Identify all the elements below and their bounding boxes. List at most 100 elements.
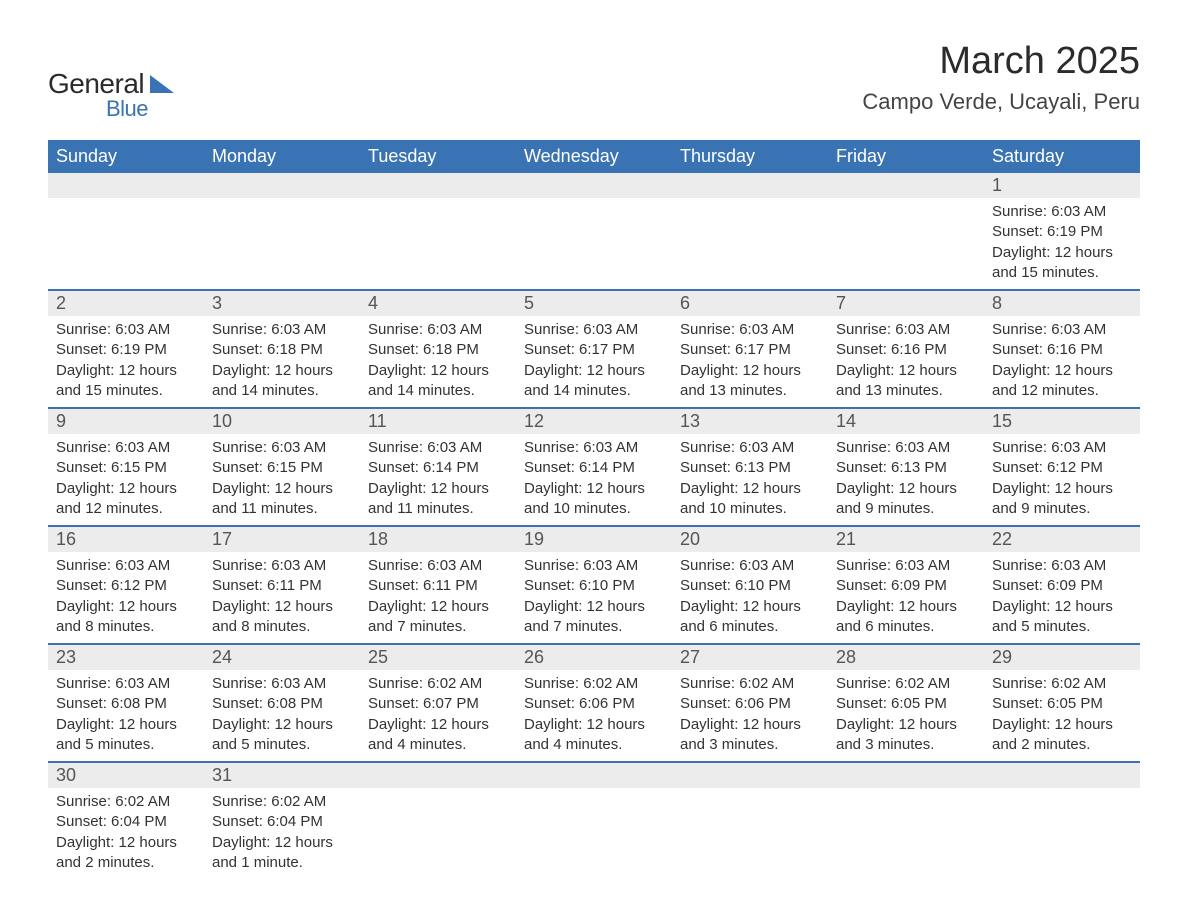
calendar-day-cell: 24Sunrise: 6:03 AMSunset: 6:08 PMDayligh… [204,644,360,762]
sunset-line: Sunset: 6:15 PM [212,458,352,478]
weekday-header: Friday [828,140,984,173]
sunrise-line: Sunrise: 6:03 AM [836,438,976,458]
sunrise-line: Sunrise: 6:03 AM [992,202,1132,222]
calendar-day-cell [48,173,204,290]
sunrise-line: Sunrise: 6:03 AM [368,438,508,458]
day-content: Sunrise: 6:03 AMSunset: 6:12 PMDaylight:… [48,552,204,643]
day-number: 6 [672,291,828,316]
weekday-header: Wednesday [516,140,672,173]
daylight-line: Daylight: 12 hours and 5 minutes. [56,715,196,756]
sunrise-line: Sunrise: 6:03 AM [680,556,820,576]
day-number: 18 [360,527,516,552]
day-number-empty [360,763,516,788]
day-content: Sunrise: 6:03 AMSunset: 6:17 PMDaylight:… [516,316,672,407]
day-content: Sunrise: 6:03 AMSunset: 6:11 PMDaylight:… [360,552,516,643]
day-number-empty [672,763,828,788]
sunset-line: Sunset: 6:09 PM [836,576,976,596]
calendar-day-cell: 16Sunrise: 6:03 AMSunset: 6:12 PMDayligh… [48,526,204,644]
daylight-line: Daylight: 12 hours and 2 minutes. [56,833,196,874]
sunset-line: Sunset: 6:14 PM [368,458,508,478]
calendar-day-cell: 27Sunrise: 6:02 AMSunset: 6:06 PMDayligh… [672,644,828,762]
day-number: 8 [984,291,1140,316]
calendar-day-cell: 4Sunrise: 6:03 AMSunset: 6:18 PMDaylight… [360,290,516,408]
day-number: 31 [204,763,360,788]
calendar-day-cell [204,173,360,290]
sunrise-line: Sunrise: 6:02 AM [524,674,664,694]
daylight-line: Daylight: 12 hours and 9 minutes. [836,479,976,520]
daylight-line: Daylight: 12 hours and 11 minutes. [368,479,508,520]
sunrise-line: Sunrise: 6:03 AM [524,320,664,340]
sunset-line: Sunset: 6:06 PM [524,694,664,714]
calendar-day-cell: 22Sunrise: 6:03 AMSunset: 6:09 PMDayligh… [984,526,1140,644]
calendar-day-cell: 18Sunrise: 6:03 AMSunset: 6:11 PMDayligh… [360,526,516,644]
day-content: Sunrise: 6:03 AMSunset: 6:15 PMDaylight:… [204,434,360,525]
daylight-line: Daylight: 12 hours and 6 minutes. [836,597,976,638]
day-number: 4 [360,291,516,316]
sunset-line: Sunset: 6:12 PM [992,458,1132,478]
sunset-line: Sunset: 6:11 PM [368,576,508,596]
day-content: Sunrise: 6:02 AMSunset: 6:07 PMDaylight:… [360,670,516,761]
day-content-empty [672,788,828,818]
day-content-empty [204,198,360,228]
calendar-day-cell [672,762,828,879]
day-number: 7 [828,291,984,316]
daylight-line: Daylight: 12 hours and 8 minutes. [56,597,196,638]
day-content: Sunrise: 6:03 AMSunset: 6:13 PMDaylight:… [828,434,984,525]
sunrise-line: Sunrise: 6:03 AM [212,674,352,694]
calendar-day-cell: 5Sunrise: 6:03 AMSunset: 6:17 PMDaylight… [516,290,672,408]
day-number: 30 [48,763,204,788]
calendar-day-cell: 21Sunrise: 6:03 AMSunset: 6:09 PMDayligh… [828,526,984,644]
daylight-line: Daylight: 12 hours and 12 minutes. [56,479,196,520]
sunrise-line: Sunrise: 6:02 AM [992,674,1132,694]
sunset-line: Sunset: 6:17 PM [524,340,664,360]
calendar-day-cell: 7Sunrise: 6:03 AMSunset: 6:16 PMDaylight… [828,290,984,408]
daylight-line: Daylight: 12 hours and 8 minutes. [212,597,352,638]
day-content: Sunrise: 6:03 AMSunset: 6:14 PMDaylight:… [360,434,516,525]
day-number-empty [516,173,672,198]
day-content: Sunrise: 6:03 AMSunset: 6:17 PMDaylight:… [672,316,828,407]
day-content: Sunrise: 6:03 AMSunset: 6:11 PMDaylight:… [204,552,360,643]
day-number: 23 [48,645,204,670]
sunset-line: Sunset: 6:08 PM [212,694,352,714]
sunrise-line: Sunrise: 6:03 AM [680,320,820,340]
sunrise-line: Sunrise: 6:02 AM [836,674,976,694]
day-content-empty [516,198,672,228]
day-number: 3 [204,291,360,316]
sunrise-line: Sunrise: 6:03 AM [524,438,664,458]
sunrise-line: Sunrise: 6:03 AM [212,556,352,576]
day-content-empty [984,788,1140,818]
day-content: Sunrise: 6:02 AMSunset: 6:06 PMDaylight:… [672,670,828,761]
sunset-line: Sunset: 6:18 PM [368,340,508,360]
sunset-line: Sunset: 6:12 PM [56,576,196,596]
calendar-day-cell: 8Sunrise: 6:03 AMSunset: 6:16 PMDaylight… [984,290,1140,408]
day-content-empty [828,788,984,818]
calendar-day-cell: 28Sunrise: 6:02 AMSunset: 6:05 PMDayligh… [828,644,984,762]
weekday-header: Saturday [984,140,1140,173]
daylight-line: Daylight: 12 hours and 4 minutes. [524,715,664,756]
daylight-line: Daylight: 12 hours and 10 minutes. [680,479,820,520]
day-number: 1 [984,173,1140,198]
sunset-line: Sunset: 6:19 PM [56,340,196,360]
daylight-line: Daylight: 12 hours and 5 minutes. [212,715,352,756]
sunrise-line: Sunrise: 6:03 AM [836,556,976,576]
calendar-day-cell: 1Sunrise: 6:03 AMSunset: 6:19 PMDaylight… [984,173,1140,290]
day-content: Sunrise: 6:03 AMSunset: 6:15 PMDaylight:… [48,434,204,525]
day-content: Sunrise: 6:03 AMSunset: 6:19 PMDaylight:… [48,316,204,407]
daylight-line: Daylight: 12 hours and 7 minutes. [524,597,664,638]
day-number: 13 [672,409,828,434]
calendar-day-cell [672,173,828,290]
day-content: Sunrise: 6:03 AMSunset: 6:08 PMDaylight:… [204,670,360,761]
daylight-line: Daylight: 12 hours and 2 minutes. [992,715,1132,756]
sunset-line: Sunset: 6:07 PM [368,694,508,714]
day-content: Sunrise: 6:03 AMSunset: 6:19 PMDaylight:… [984,198,1140,289]
daylight-line: Daylight: 12 hours and 3 minutes. [680,715,820,756]
calendar-day-cell: 31Sunrise: 6:02 AMSunset: 6:04 PMDayligh… [204,762,360,879]
calendar-day-cell: 10Sunrise: 6:03 AMSunset: 6:15 PMDayligh… [204,408,360,526]
calendar-day-cell [828,173,984,290]
page-subtitle: Campo Verde, Ucayali, Peru [862,89,1140,115]
calendar-day-cell: 20Sunrise: 6:03 AMSunset: 6:10 PMDayligh… [672,526,828,644]
sunrise-line: Sunrise: 6:03 AM [56,320,196,340]
day-number: 11 [360,409,516,434]
day-content-empty [516,788,672,818]
day-number: 14 [828,409,984,434]
